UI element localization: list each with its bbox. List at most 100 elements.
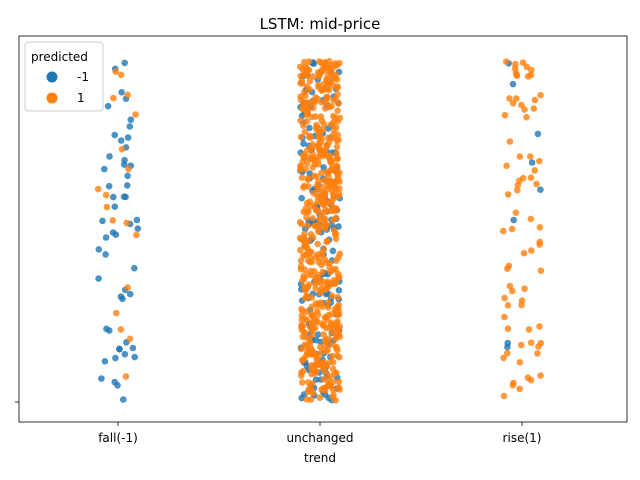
point-pos1-0 <box>103 203 111 211</box>
point-pos1-1 <box>307 134 314 141</box>
point-pos1-1 <box>307 248 315 256</box>
point-pos1-1 <box>314 183 321 191</box>
point-pos1-1 <box>332 124 340 131</box>
point-pos1-2 <box>513 95 520 102</box>
point-pos1-1 <box>326 264 334 271</box>
point-neg1-2 <box>509 80 517 88</box>
point-pos1-1 <box>304 175 312 182</box>
point-neg1-2 <box>504 339 512 347</box>
point-pos1-1 <box>323 237 331 245</box>
point-pos1-0 <box>132 111 139 118</box>
point-pos1-1 <box>311 363 319 370</box>
point-pos1-1 <box>335 353 343 361</box>
point-pos1-1 <box>318 169 325 177</box>
point-pos1-1 <box>301 355 308 362</box>
legend: predicted -1 1 <box>24 41 104 112</box>
point-neg1-0 <box>102 234 110 241</box>
point-pos1-1 <box>327 62 335 69</box>
point-pos1-2 <box>525 326 533 333</box>
point-neg1-0 <box>117 137 125 144</box>
point-pos1-1 <box>333 155 340 162</box>
point-pos1-0 <box>126 335 134 343</box>
point-pos1-2 <box>500 392 508 400</box>
point-pos1-1 <box>305 257 312 265</box>
point-pos1-1 <box>333 143 341 151</box>
point-neg1-0 <box>121 59 128 67</box>
point-pos1-1 <box>298 174 306 181</box>
point-pos1-0 <box>109 217 117 224</box>
point-pos1-2 <box>527 153 534 160</box>
point-pos1-1 <box>303 396 311 403</box>
x-axis: fall(-1) unchanged rise(1) <box>98 422 541 445</box>
point-pos1-2 <box>527 339 535 347</box>
legend-label: -1 <box>77 70 89 84</box>
point-pos1-1 <box>334 176 342 184</box>
point-pos1-2 <box>513 71 520 79</box>
point-pos1-1 <box>329 359 337 366</box>
point-pos1-1 <box>303 199 311 207</box>
point-pos1-0 <box>113 309 120 317</box>
point-pos1-2 <box>502 58 510 65</box>
point-pos1-1 <box>297 235 305 243</box>
point-neg1-0 <box>102 251 109 258</box>
point-pos1-1 <box>326 200 334 207</box>
point-pos1-2 <box>534 350 541 357</box>
point-pos1-0 <box>124 284 131 291</box>
point-pos1-2 <box>536 323 543 330</box>
point-neg1-0 <box>112 354 119 362</box>
point-pos1-1 <box>315 69 322 76</box>
point-pos1-1 <box>334 83 342 90</box>
point-pos1-1 <box>324 299 332 306</box>
point-pos1-2 <box>501 294 508 302</box>
point-pos1-1 <box>313 207 320 214</box>
point-pos1-2 <box>506 138 514 145</box>
point-pos1-1 <box>329 365 337 373</box>
point-pos1-2 <box>521 285 528 293</box>
point-pos1-1 <box>320 321 327 329</box>
point-pos1-1 <box>302 343 309 350</box>
point-pos1-2 <box>531 96 539 104</box>
point-neg1-0 <box>106 327 113 334</box>
point-pos1-2 <box>519 174 527 182</box>
point-pos1-2 <box>514 181 522 189</box>
point-pos1-1 <box>325 138 333 146</box>
point-pos1-1 <box>334 107 342 114</box>
point-pos1-1 <box>315 228 322 235</box>
x-axis-label: trend <box>304 451 336 465</box>
x-tick-label: rise(1) <box>503 431 542 445</box>
point-neg1-0 <box>121 156 128 164</box>
point-pos1-1 <box>298 312 306 320</box>
point-pos1-1 <box>304 83 311 90</box>
point-pos1-1 <box>299 333 307 341</box>
point-pos1-2 <box>499 227 507 235</box>
point-pos1-1 <box>303 293 311 301</box>
point-pos1-2 <box>517 341 525 349</box>
point-pos1-2 <box>510 379 517 387</box>
point-pos1-2 <box>504 325 512 333</box>
point-pos1-1 <box>298 220 305 228</box>
point-pos1-2 <box>516 153 524 160</box>
point-neg1-0 <box>105 182 113 190</box>
point-pos1-1 <box>327 179 334 187</box>
point-pos1-1 <box>329 280 337 288</box>
point-pos1-1 <box>319 152 327 160</box>
point-pos1-1 <box>311 222 319 230</box>
point-pos1-1 <box>301 242 309 249</box>
point-pos1-1 <box>329 321 336 329</box>
point-pos1-0 <box>94 185 102 193</box>
point-neg1-0 <box>127 116 135 123</box>
point-pos1-1 <box>314 353 322 361</box>
point-neg1-1 <box>329 247 337 255</box>
point-pos1-1 <box>303 117 311 125</box>
point-pos1-1 <box>318 87 325 94</box>
point-pos1-1 <box>308 303 316 311</box>
point-neg1-0 <box>124 182 131 189</box>
point-pos1-2 <box>516 359 524 366</box>
point-pos1-1 <box>334 346 341 354</box>
point-neg1-1 <box>306 124 313 132</box>
point-pos1-2 <box>506 282 514 290</box>
point-pos1-1 <box>309 312 317 320</box>
point-pos1-1 <box>333 162 341 169</box>
point-pos1-1 <box>309 331 316 339</box>
point-neg1-1 <box>312 336 320 344</box>
